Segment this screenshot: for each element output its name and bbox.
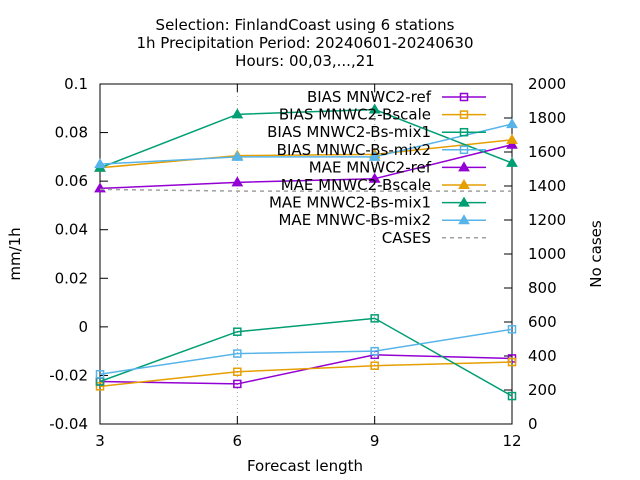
data-point	[506, 156, 518, 167]
y-tick-label: 0.08	[55, 124, 88, 142]
data-point	[370, 361, 379, 370]
y2-tick-label: 800	[528, 279, 557, 297]
y2-tick-label: 1800	[528, 109, 566, 127]
y2-tick-label: 1400	[528, 177, 566, 195]
legend-marker	[458, 196, 470, 207]
series-3	[95, 325, 517, 379]
data-point	[506, 133, 518, 144]
series-1	[95, 357, 517, 391]
series-4	[94, 138, 518, 193]
y-tick-label: 0.1	[64, 75, 88, 93]
legend-marker	[458, 161, 470, 172]
data-point	[368, 103, 381, 114]
legend-label: BIAS MNWC2-Bscale	[279, 106, 431, 124]
data-point	[95, 369, 105, 379]
data-point	[231, 108, 244, 119]
legend-label: MAE MNWC2-Bscale	[281, 176, 431, 194]
y-tick-label: -0.02	[49, 366, 88, 384]
y2-tick-label: 2000	[528, 75, 566, 93]
legend-item-2: BIAS MNWC2-Bs-mix1	[267, 123, 486, 141]
legend-item-3: BIAS MNWC-Bs-mix2	[277, 141, 486, 159]
series-line	[99, 123, 513, 165]
y-tick-label: 0.04	[55, 221, 88, 239]
chart-title-line-1: Selection: FinlandCoast using 6 stations	[156, 16, 455, 34]
data-point	[231, 150, 244, 161]
series-7	[94, 118, 518, 169]
legend-item-6: MAE MNWC2-Bs-mix1	[269, 194, 486, 212]
data-point	[368, 150, 381, 161]
axes: -0.04 -0.02 0 0.02 0.04 0.06 0.08 0.1 0 200 400 600…	[49, 75, 566, 450]
data-point	[506, 138, 518, 149]
legend-item-8: CASES	[382, 229, 486, 247]
y2-tick-label: 1600	[528, 143, 566, 161]
legend-label: MAE MNWC-Bs-mix2	[278, 211, 431, 229]
data-point	[233, 349, 242, 358]
chart-title: Selection: FinlandCoast using 6 stations…	[136, 16, 473, 70]
chart-title-line-3: Hours: 00,03,...,21	[235, 52, 375, 70]
y-axis-label: mm/1h	[6, 227, 24, 280]
series-line	[99, 143, 513, 190]
y-tick-label: 0	[78, 318, 88, 336]
data-point	[370, 314, 379, 323]
legend-label: CASES	[382, 229, 431, 247]
legend-marker	[459, 110, 469, 119]
x-tick-label: 9	[370, 432, 380, 450]
legend-label: BIAS MNWC2-Bs-mix1	[267, 123, 431, 141]
y2-tick-label: 0	[528, 415, 538, 433]
legend-label: BIAS MNWC2-ref	[307, 88, 432, 106]
y-tick-label: -0.04	[49, 415, 88, 433]
series-line	[99, 108, 513, 169]
legend-marker	[459, 92, 469, 102]
legend-label: MAE MNWC2-ref	[309, 158, 432, 176]
legend-item-0: BIAS MNWC2-ref	[307, 88, 486, 106]
data-point	[506, 118, 518, 129]
data-point	[231, 176, 244, 187]
grid-lines	[236, 84, 376, 424]
data-point	[233, 367, 242, 377]
y2-tick-label: 1000	[528, 245, 566, 263]
legend-label: MAE MNWC2-Bs-mix1	[269, 194, 431, 212]
data-point	[233, 327, 242, 336]
x-tick-label: 3	[95, 432, 105, 450]
data-point	[233, 379, 242, 389]
data-series	[94, 103, 518, 401]
legend-item-5: MAE MNWC2-Bscale	[281, 176, 486, 194]
y2-tick-label: 600	[528, 313, 557, 331]
legend-item-1: BIAS MNWC2-Bscale	[279, 106, 486, 124]
data-point	[94, 158, 106, 169]
legend-marker	[458, 179, 470, 189]
series-2	[95, 314, 517, 401]
y-tick-label: 0.06	[55, 172, 88, 190]
x-axis-label: Forecast length	[247, 457, 363, 475]
x-tick-label: 6	[233, 432, 243, 450]
legend-marker	[459, 127, 469, 137]
legend-marker	[458, 214, 470, 225]
y2-tick-label: 200	[528, 381, 557, 399]
chart-title-line-2: 1h Precipitation Period: 20240601-202406…	[136, 34, 473, 52]
series-line	[99, 361, 513, 388]
series-line	[99, 139, 513, 169]
legend-marker	[459, 145, 469, 155]
series-line	[99, 328, 513, 375]
data-point	[507, 391, 517, 401]
data-point	[507, 325, 517, 334]
y-tick-label: 0.02	[55, 269, 88, 287]
data-point	[370, 346, 379, 356]
data-point	[95, 382, 105, 391]
legend-item-4: MAE MNWC2-ref	[309, 158, 486, 176]
data-point	[368, 172, 381, 183]
x-tick-label: 12	[502, 432, 521, 450]
y2-axis-label: No cases	[587, 220, 605, 288]
y2-tick-label: 1200	[528, 211, 566, 229]
series-line	[99, 317, 513, 397]
data-point	[507, 357, 517, 367]
legend-item-7: MAE MNWC-Bs-mix2	[278, 211, 486, 229]
series-6	[94, 103, 518, 172]
y2-tick-label: 400	[528, 347, 557, 365]
legend-label: BIAS MNWC-Bs-mix2	[277, 141, 431, 159]
